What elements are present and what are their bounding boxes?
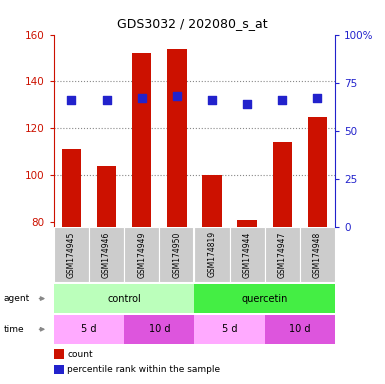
Point: [174, 93, 180, 99]
Text: quercetin: quercetin: [241, 293, 288, 304]
Point: [209, 97, 215, 103]
Text: 5 d: 5 d: [81, 324, 97, 334]
Bar: [62, 149, 81, 227]
Bar: [273, 142, 292, 227]
Bar: [97, 166, 116, 227]
Text: 10 d: 10 d: [289, 324, 311, 334]
Point: [314, 95, 320, 101]
Bar: [54, 315, 124, 344]
Text: time: time: [4, 325, 25, 334]
Text: agent: agent: [4, 294, 30, 303]
Bar: [264, 227, 300, 282]
Bar: [124, 315, 194, 344]
Text: 5 d: 5 d: [222, 324, 237, 334]
Bar: [238, 220, 257, 227]
Point: [104, 97, 110, 103]
Bar: [229, 227, 265, 282]
Bar: [124, 227, 159, 282]
Bar: [132, 53, 151, 227]
Text: GSM174948: GSM174948: [313, 231, 322, 278]
Text: GSM174819: GSM174819: [208, 231, 216, 278]
Bar: [159, 227, 194, 282]
Text: count: count: [67, 350, 93, 359]
Text: GSM174946: GSM174946: [102, 231, 111, 278]
Text: percentile rank within the sample: percentile rank within the sample: [67, 365, 221, 374]
Text: 10 d: 10 d: [149, 324, 170, 334]
Point: [244, 101, 250, 107]
Point: [139, 95, 145, 101]
Point: [279, 97, 285, 103]
Bar: [308, 116, 327, 227]
Bar: [54, 284, 194, 313]
Bar: [54, 227, 89, 282]
Text: control: control: [107, 293, 141, 304]
Text: GSM174945: GSM174945: [67, 231, 76, 278]
Text: GSM174949: GSM174949: [137, 231, 146, 278]
Bar: [194, 284, 335, 313]
Bar: [264, 315, 335, 344]
Bar: [194, 315, 265, 344]
Point: [69, 97, 75, 103]
Bar: [194, 227, 229, 282]
Text: GSM174947: GSM174947: [278, 231, 287, 278]
Text: GDS3032 / 202080_s_at: GDS3032 / 202080_s_at: [117, 17, 268, 30]
Bar: [203, 175, 222, 227]
Text: GSM174950: GSM174950: [172, 231, 181, 278]
Bar: [300, 227, 335, 282]
Bar: [89, 227, 124, 282]
Text: GSM174944: GSM174944: [243, 231, 252, 278]
Bar: [167, 49, 186, 227]
